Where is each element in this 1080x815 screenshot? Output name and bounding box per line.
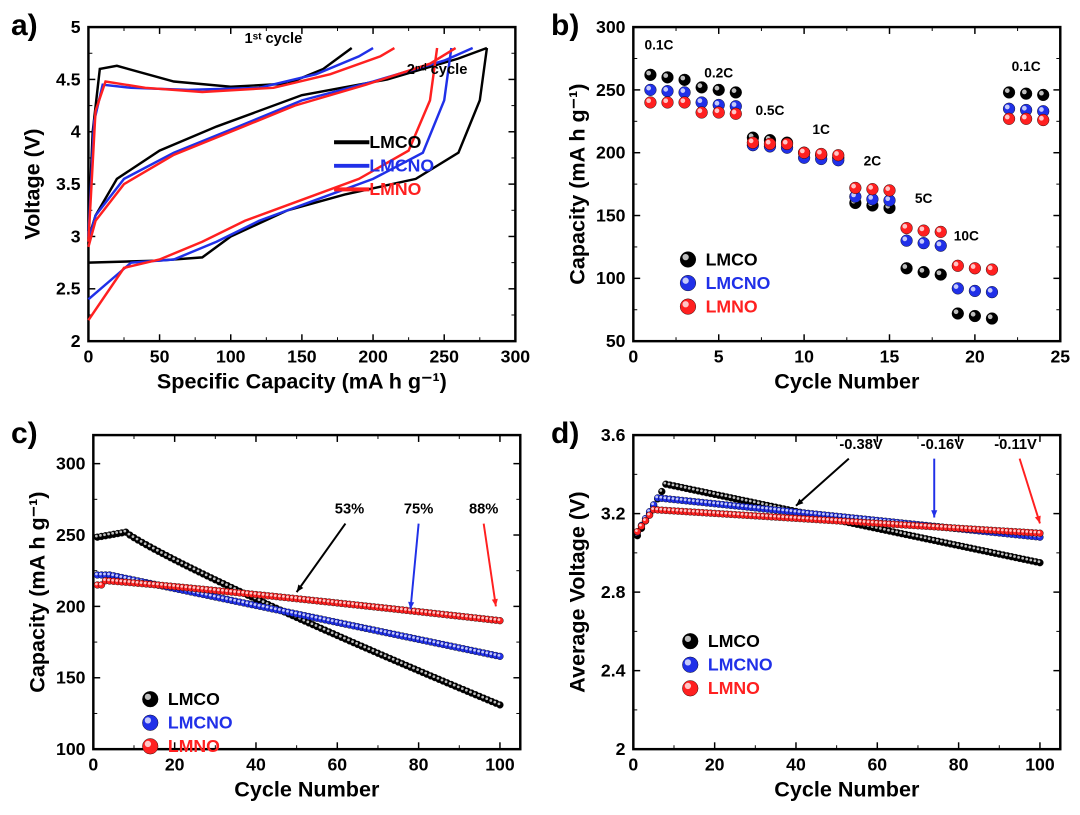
svg-text:LMCNO: LMCNO <box>369 156 434 176</box>
svg-text:2.5: 2.5 <box>56 279 81 299</box>
svg-text:2ⁿᵈ cycle: 2ⁿᵈ cycle <box>407 62 468 78</box>
svg-text:0.2C: 0.2C <box>704 65 733 80</box>
chart-a: 0 50 100 150 200 250 300 2 2.5 3 3.5 4 4.5 5 Specific … <box>5 5 535 403</box>
svg-text:Specific Capacity (mA h g⁻¹): Specific Capacity (mA h g⁻¹) <box>157 368 447 393</box>
svg-text:2.4: 2.4 <box>601 660 626 680</box>
svg-text:20: 20 <box>965 347 985 367</box>
svg-text:4: 4 <box>71 122 81 142</box>
svg-text:80: 80 <box>949 754 969 774</box>
svg-text:1C: 1C <box>812 122 830 137</box>
chart-d: 0 20 40 60 80 100 2 2.4 2.8 3.2 3.6 Cycle Number Ave… <box>545 413 1075 811</box>
svg-text:50: 50 <box>150 347 170 367</box>
svg-text:80: 80 <box>409 754 429 774</box>
svg-text:250: 250 <box>56 524 86 544</box>
svg-text:15: 15 <box>880 347 900 367</box>
svg-text:-0.16V: -0.16V <box>921 436 965 452</box>
svg-text:10: 10 <box>794 347 814 367</box>
svg-text:100: 100 <box>485 754 515 774</box>
svg-text:-0.38V: -0.38V <box>839 436 883 452</box>
svg-text:60: 60 <box>327 754 347 774</box>
svg-text:Capacity (mA h g⁻¹): Capacity (mA h g⁻¹) <box>24 491 49 692</box>
svg-text:2: 2 <box>71 331 81 351</box>
svg-text:Capacity (mA h g⁻¹): Capacity (mA h g⁻¹) <box>564 84 589 285</box>
svg-text:150: 150 <box>287 347 317 367</box>
svg-text:150: 150 <box>596 205 626 225</box>
svg-text:0.1C: 0.1C <box>644 38 673 53</box>
svg-text:100: 100 <box>216 347 246 367</box>
svg-text:Cycle Number: Cycle Number <box>774 776 920 801</box>
svg-text:20: 20 <box>705 754 725 774</box>
panel-a: a) 0 50 100 150 200 250 300 2 2.5 3 3.5 4 4.5 5 Specif… <box>5 5 535 403</box>
svg-text:60: 60 <box>867 754 887 774</box>
panel-b: b) 0 5 10 15 20 25 50 100 150 200 250 300 Cycle Numb… <box>545 5 1075 403</box>
svg-text:50: 50 <box>606 331 626 351</box>
svg-text:200: 200 <box>596 143 626 163</box>
svg-text:10C: 10C <box>954 229 979 244</box>
svg-text:1ˢᵗ cycle: 1ˢᵗ cycle <box>245 31 303 47</box>
svg-text:LMNO: LMNO <box>706 296 758 316</box>
svg-text:2C: 2C <box>864 153 882 168</box>
svg-text:5C: 5C <box>915 191 933 206</box>
svg-text:2: 2 <box>616 739 626 759</box>
svg-text:88%: 88% <box>469 501 498 517</box>
svg-text:5: 5 <box>714 347 724 367</box>
svg-text:Average Voltage (V): Average Voltage (V) <box>564 491 589 692</box>
svg-text:100: 100 <box>56 739 86 759</box>
svg-text:LMNO: LMNO <box>708 678 760 698</box>
svg-text:100: 100 <box>1025 754 1055 774</box>
svg-text:LMCO: LMCO <box>706 249 758 269</box>
panel-label-b: b) <box>551 9 579 43</box>
svg-text:3.6: 3.6 <box>601 424 626 444</box>
svg-text:40: 40 <box>786 754 806 774</box>
svg-text:75%: 75% <box>404 501 433 517</box>
svg-text:-0.11V: -0.11V <box>994 436 1037 452</box>
svg-text:3.5: 3.5 <box>56 174 81 194</box>
svg-text:200: 200 <box>56 596 86 616</box>
svg-text:2.8: 2.8 <box>601 582 626 602</box>
svg-text:LMCNO: LMCNO <box>168 712 233 732</box>
svg-text:LMNO: LMNO <box>369 179 421 199</box>
svg-text:LMCO: LMCO <box>168 689 220 709</box>
svg-text:300: 300 <box>501 347 531 367</box>
panel-label-d: d) <box>551 417 579 451</box>
svg-text:0: 0 <box>628 754 638 774</box>
svg-text:0: 0 <box>88 754 98 774</box>
panel-label-a: a) <box>11 9 38 43</box>
svg-text:53%: 53% <box>335 501 364 517</box>
svg-text:0: 0 <box>84 347 94 367</box>
svg-text:300: 300 <box>56 453 86 473</box>
svg-text:Cycle Number: Cycle Number <box>234 776 380 801</box>
svg-text:LMCNO: LMCNO <box>708 654 773 674</box>
svg-text:25: 25 <box>1050 347 1070 367</box>
svg-text:250: 250 <box>596 80 626 100</box>
panel-d: d) 0 20 40 60 80 100 2 2.4 2.8 3.2 3.6 Cycle Number… <box>545 413 1075 811</box>
svg-text:Cycle Number: Cycle Number <box>774 368 920 393</box>
svg-text:0: 0 <box>628 347 638 367</box>
panel-c: c) 0 20 40 60 80 100 100 150 200 250 300 Cycle Numb… <box>5 413 535 811</box>
svg-text:0.1C: 0.1C <box>1012 59 1041 74</box>
chart-c: 0 20 40 60 80 100 100 150 200 250 300 Cycle Number C… <box>5 413 535 811</box>
svg-text:4.5: 4.5 <box>56 69 81 89</box>
svg-text:LMNO: LMNO <box>168 736 220 756</box>
svg-text:150: 150 <box>56 667 86 687</box>
chart-b: 0 5 10 15 20 25 50 100 150 200 250 300 Cycle Number C… <box>545 5 1075 403</box>
panel-label-c: c) <box>11 417 38 451</box>
svg-text:5: 5 <box>71 17 81 37</box>
svg-text:LMCNO: LMCNO <box>706 273 771 293</box>
svg-text:250: 250 <box>429 347 459 367</box>
svg-text:100: 100 <box>596 268 626 288</box>
svg-text:3: 3 <box>71 226 81 246</box>
svg-text:LMCO: LMCO <box>369 132 421 152</box>
svg-text:Voltage (V): Voltage (V) <box>19 129 44 240</box>
svg-text:20: 20 <box>165 754 185 774</box>
svg-text:200: 200 <box>358 347 388 367</box>
svg-text:40: 40 <box>246 754 266 774</box>
svg-text:LMCO: LMCO <box>708 631 760 651</box>
svg-text:0.5C: 0.5C <box>755 103 784 118</box>
svg-text:300: 300 <box>596 17 626 37</box>
svg-text:3.2: 3.2 <box>601 503 626 523</box>
